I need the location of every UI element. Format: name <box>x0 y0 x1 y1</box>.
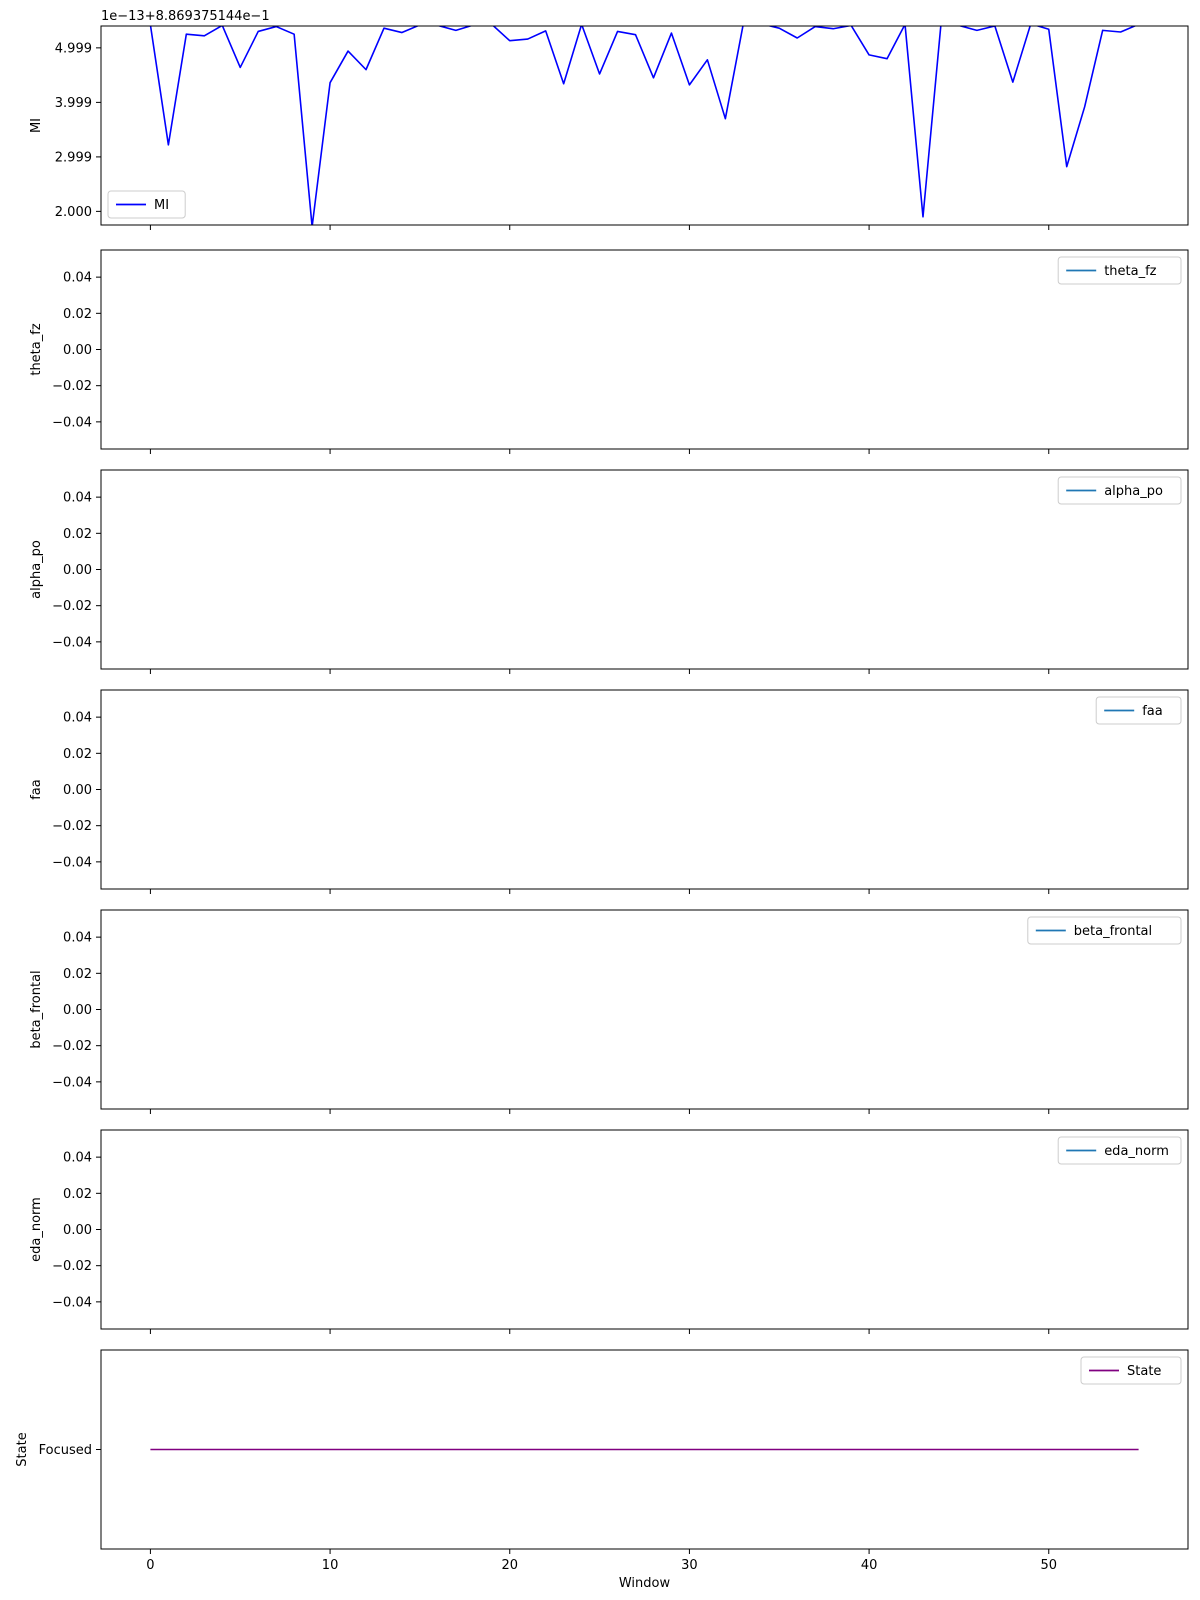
subplot-alpha-po: −0.04 −0.02 0.00 0.02 0.04 alpha_po alpha_po <box>29 469 1189 674</box>
subplot-MI: 2.000 2.999 3.999 4.999 MI 1e−13+8.869375144e… <box>29 9 1189 230</box>
y-tick-label: −0.02 <box>52 819 92 834</box>
subplot-eda-norm: −0.04 −0.02 0.00 0.02 0.04 eda_norm eda_norm <box>29 1129 1189 1334</box>
y-tick-label: −0.02 <box>52 599 92 614</box>
legend: eda_norm <box>1057 1136 1182 1165</box>
plot-frame <box>100 1349 1189 1550</box>
legend: beta_frontal <box>1027 916 1182 945</box>
y-tick-label: 0.04 <box>63 711 92 726</box>
legend-box <box>1057 1136 1182 1165</box>
y-tick-label: 2.999 <box>55 150 92 165</box>
y-tick-label: 0.02 <box>63 307 92 322</box>
x-tick-label: 30 <box>681 1558 698 1573</box>
y-axis-label: theta_fz <box>29 323 44 375</box>
x-tick-label: 40 <box>861 1558 878 1573</box>
x-tick-label: 20 <box>501 1558 518 1573</box>
plot-frame <box>100 249 1189 450</box>
y-tick-label: 0.02 <box>63 1187 92 1202</box>
legend-label: faa <box>1142 704 1163 719</box>
x-tick-label: 50 <box>1040 1558 1057 1573</box>
y-tick-label: 0.04 <box>63 271 92 286</box>
y-axis-label: State <box>15 1432 30 1466</box>
y-tick-label: 0.02 <box>63 967 92 982</box>
legend-box <box>107 190 186 219</box>
legend-box <box>1095 696 1182 725</box>
y-tick-label: 0.02 <box>63 527 92 542</box>
x-tick-label: 0 <box>146 1558 154 1573</box>
y-axis-label: eda_norm <box>29 1197 44 1262</box>
y-tick-label: 0.00 <box>63 343 92 358</box>
y-tick-label: −0.04 <box>52 1295 92 1310</box>
legend-label: theta_fz <box>1104 264 1156 279</box>
y-tick-label: −0.02 <box>52 1039 92 1054</box>
plot-frame <box>100 25 1189 226</box>
y-tick-label: 0.00 <box>63 563 92 578</box>
y-tick-label: −0.02 <box>52 1259 92 1274</box>
y-axis-label: MI <box>29 118 44 133</box>
legend: MI <box>107 190 186 219</box>
subplot-theta-fz: −0.04 −0.02 0.00 0.02 0.04 theta_fz theta_fz <box>29 249 1189 454</box>
legend-label: State <box>1127 1364 1161 1379</box>
legend: State <box>1080 1356 1182 1385</box>
legend-box <box>1080 1356 1182 1385</box>
y-tick-label: 0.04 <box>63 1151 92 1166</box>
legend: theta_fz <box>1057 256 1182 285</box>
x-axis-label: Window <box>619 1576 671 1591</box>
y-tick-label: −0.04 <box>52 635 92 650</box>
x-tick-label: 10 <box>322 1558 339 1573</box>
y-tick-label: −0.04 <box>52 415 92 430</box>
y-tick-label: 0.00 <box>63 1223 92 1238</box>
y-tick-label: −0.04 <box>52 855 92 870</box>
y-tick-label: Focused <box>39 1443 92 1458</box>
series-line-mi <box>149 26 1137 225</box>
y-axis-label: beta_frontal <box>29 970 44 1048</box>
axis-offset-text: 1e−13+8.869375144e−1 <box>101 9 270 24</box>
y-tick-label: 0.00 <box>63 783 92 798</box>
y-tick-label: 0.02 <box>63 747 92 762</box>
y-tick-label: 4.999 <box>55 41 92 56</box>
legend-box <box>1057 476 1182 505</box>
y-tick-label: −0.02 <box>52 379 92 394</box>
y-tick-label: 0.04 <box>63 491 92 506</box>
legend-label: alpha_po <box>1104 484 1163 499</box>
plot-frame <box>100 469 1189 670</box>
y-tick-label: 3.999 <box>55 96 92 111</box>
y-tick-label: 0.00 <box>63 1003 92 1018</box>
y-tick-label: −0.04 <box>52 1075 92 1090</box>
legend-box <box>1027 916 1182 945</box>
legend: alpha_po <box>1057 476 1182 505</box>
plot-frame <box>100 1129 1189 1330</box>
y-axis-label: alpha_po <box>29 540 44 599</box>
legend-label: eda_norm <box>1104 1144 1169 1159</box>
y-axis-label: faa <box>29 779 44 800</box>
subplot-State: Focused 0 10 20 30 40 50 State Window State <box>15 1349 1189 1591</box>
subplot-beta-frontal: −0.04 −0.02 0.00 0.02 0.04 beta_frontal beta_f… <box>29 909 1189 1114</box>
legend-label: beta_frontal <box>1074 924 1152 939</box>
y-tick-label: 2.000 <box>55 205 92 220</box>
legend: faa <box>1095 696 1182 725</box>
y-tick-label: 0.04 <box>63 931 92 946</box>
subplot-faa: −0.04 −0.02 0.00 0.02 0.04 faa faa <box>29 689 1189 894</box>
legend-label: MI <box>154 198 169 213</box>
plot-frame <box>100 909 1189 1110</box>
legend-box <box>1057 256 1182 285</box>
plot-frame <box>100 689 1189 890</box>
